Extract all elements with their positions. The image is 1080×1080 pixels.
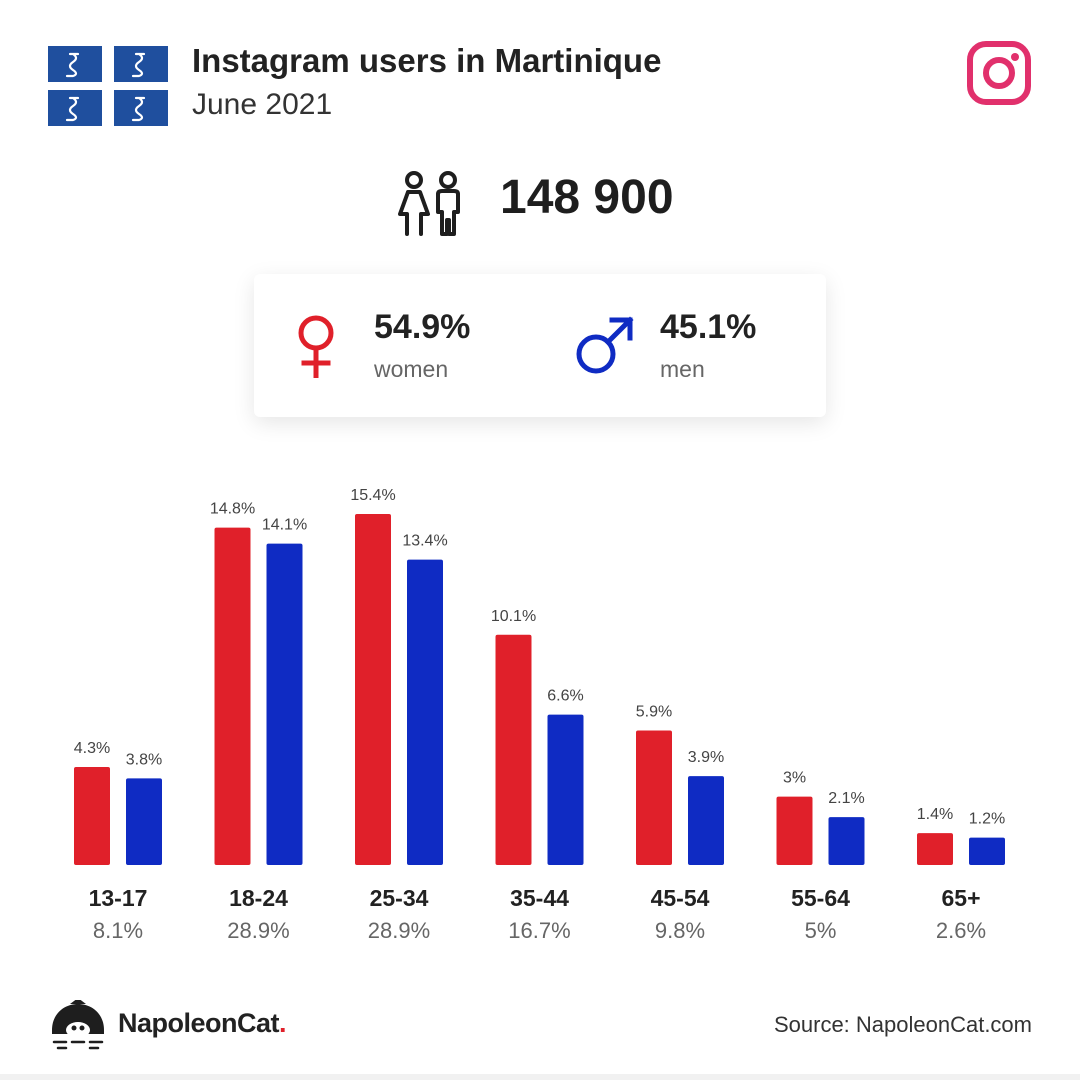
bar-label-men-35-44: 6.6% bbox=[547, 688, 583, 705]
age-group-total: 2.6% bbox=[936, 918, 986, 943]
age-group-total: 8.1% bbox=[93, 918, 143, 943]
female-symbol-icon bbox=[298, 315, 334, 378]
bar-women-55-64 bbox=[776, 796, 813, 865]
bar-label-men-13-17: 3.8% bbox=[126, 751, 162, 768]
bar-women-45-54 bbox=[636, 730, 672, 865]
bar-women-13-17 bbox=[74, 766, 110, 865]
age-group-label: 13-17 bbox=[89, 885, 148, 911]
men-percentage: 45.1% bbox=[660, 308, 757, 346]
napoleoncat-logo-icon bbox=[52, 1000, 104, 1050]
bar-men-55-64 bbox=[828, 817, 865, 865]
bar-label-men-65+: 1.2% bbox=[969, 811, 1005, 828]
age-group-label: 45-54 bbox=[651, 885, 710, 911]
male-symbol-icon bbox=[576, 316, 634, 374]
bar-label-women-18-24: 14.8% bbox=[210, 501, 255, 518]
bar-women-25-34 bbox=[355, 514, 391, 865]
age-group-total: 16.7% bbox=[508, 918, 570, 943]
page-subtitle: June 2021 bbox=[192, 88, 333, 121]
age-group-label: 35-44 bbox=[510, 885, 569, 911]
bar-men-13-17 bbox=[126, 778, 162, 865]
bar-women-18-24 bbox=[214, 527, 251, 865]
bottom-strip bbox=[0, 1074, 1080, 1080]
bar-men-45-54 bbox=[688, 776, 724, 865]
bar-women-65+ bbox=[917, 833, 953, 865]
gender-card: 54.9% women 45.1% men bbox=[254, 274, 826, 417]
bar-label-men-18-24: 14.1% bbox=[262, 517, 307, 534]
age-group-label: 25-34 bbox=[370, 885, 429, 911]
bar-label-women-45-54: 5.9% bbox=[636, 704, 672, 721]
martinique-flag-icon bbox=[48, 46, 168, 126]
age-group-label: 55-64 bbox=[791, 885, 850, 911]
age-group-total: 28.9% bbox=[227, 918, 289, 943]
people-icon bbox=[398, 171, 460, 236]
bar-label-men-25-34: 13.4% bbox=[402, 533, 447, 550]
bar-label-women-65+: 1.4% bbox=[917, 806, 953, 823]
bar-label-women-35-44: 10.1% bbox=[491, 608, 536, 625]
bar-men-65+ bbox=[969, 837, 1005, 865]
bar-women-35-44 bbox=[495, 634, 532, 865]
age-group-total: 5% bbox=[805, 918, 837, 943]
bar-label-women-25-34: 15.4% bbox=[350, 487, 395, 504]
bar-label-women-55-64: 3% bbox=[783, 770, 806, 787]
age-group-label: 65+ bbox=[941, 885, 980, 911]
brand-name: NapoleonCat. bbox=[118, 1008, 287, 1038]
bar-men-35-44 bbox=[547, 714, 584, 865]
men-label: men bbox=[660, 356, 705, 382]
source-text: Source: NapoleonCat.com bbox=[773, 1012, 1032, 1037]
age-group-total: 9.8% bbox=[655, 918, 705, 943]
women-label: women bbox=[374, 356, 449, 382]
total-users: 148 900 bbox=[500, 171, 674, 224]
bar-label-men-55-64: 2.1% bbox=[828, 790, 864, 807]
women-percentage: 54.9% bbox=[374, 308, 471, 346]
bar-men-18-24 bbox=[266, 543, 303, 865]
bar-label-women-13-17: 4.3% bbox=[74, 740, 110, 757]
page-title: Instagram users in Martinique bbox=[192, 42, 662, 79]
age-group-label: 18-24 bbox=[229, 885, 288, 911]
bar-men-25-34 bbox=[407, 559, 443, 865]
age-gender-bar-chart: 4.3% 3.8% 13-17 8.1% 14.8% 14.1% 18-24 28.9% 15.… bbox=[74, 487, 1005, 943]
instagram-icon bbox=[967, 41, 1031, 105]
bar-label-men-45-54: 3.9% bbox=[688, 749, 724, 766]
age-group-total: 28.9% bbox=[368, 918, 430, 943]
